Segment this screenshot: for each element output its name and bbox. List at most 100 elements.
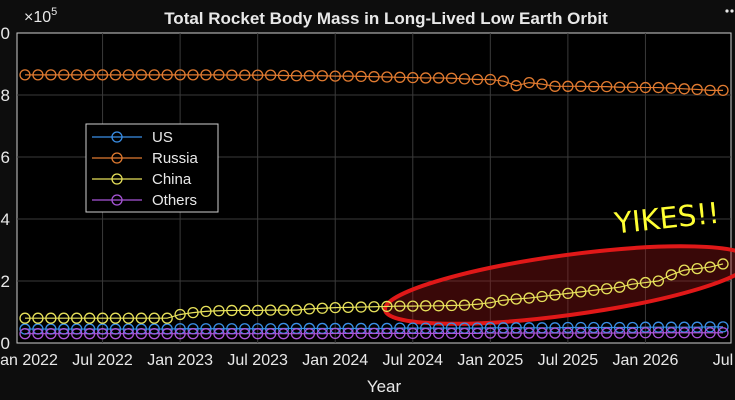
data-point [122, 312, 135, 324]
y-tick-label: 10 [0, 24, 10, 43]
x-tick-label: Jan 2025 [457, 352, 523, 369]
data-point [562, 327, 574, 339]
data-point [562, 287, 574, 300]
x-tick-label: Jan 2023 [147, 352, 213, 369]
data-point [174, 308, 186, 321]
data-point [471, 327, 484, 340]
chart-title: Total Rocket Body Mass in Long-Lived Low… [164, 9, 608, 28]
data-point [264, 304, 277, 316]
y-tick-label: 0 [1, 334, 10, 353]
data-point [213, 305, 225, 317]
legend-marker [111, 131, 123, 143]
data-point [717, 84, 729, 96]
legend-label: China [152, 171, 192, 188]
data-point [226, 304, 238, 317]
data-point [109, 69, 122, 81]
data-point [19, 69, 31, 81]
data-point [510, 327, 522, 339]
data-point [549, 80, 561, 92]
data-point [342, 301, 354, 314]
data-point [277, 304, 290, 316]
data-point [148, 69, 160, 81]
series-china [19, 258, 729, 324]
data-point [691, 83, 703, 96]
data-point [601, 283, 613, 295]
x-tick-label: Jan 2026 [613, 352, 679, 369]
series-russia [19, 69, 729, 96]
data-point [148, 328, 160, 340]
data-point [626, 81, 639, 93]
data-point [704, 321, 716, 333]
data-point [58, 328, 70, 340]
data-point [277, 328, 290, 340]
data-point [252, 69, 264, 81]
data-point [420, 300, 432, 312]
data-point [135, 69, 147, 81]
data-point [394, 327, 406, 340]
data-point [200, 328, 212, 340]
data-point [407, 327, 419, 340]
ellipsis-icon[interactable] [725, 9, 735, 13]
data-point [187, 328, 199, 340]
data-point [704, 261, 716, 273]
data-point [316, 70, 328, 82]
data-point [122, 69, 135, 81]
y-tick-label: 8 [1, 86, 10, 105]
y-exponent-label: ×105 [24, 6, 57, 26]
x-tick-labels: Jan 2022 Jul 2022 Jan 2023 Jul 2023 Jan 2024… [0, 352, 733, 369]
data-point [109, 328, 122, 340]
data-point [432, 300, 445, 312]
data-point [187, 69, 199, 81]
data-point [96, 69, 109, 81]
data-point [290, 328, 303, 340]
data-point [626, 278, 639, 290]
y-tick-label: 4 [1, 210, 10, 229]
x-tick-label: Jan 2024 [302, 352, 368, 369]
data-point [497, 294, 509, 306]
y-tick-label: 6 [1, 148, 10, 167]
data-point [665, 327, 677, 339]
data-point [717, 258, 729, 270]
series-layer [19, 69, 729, 340]
x-tick-label: Jul 2022 [72, 352, 133, 369]
data-point [303, 70, 316, 82]
data-point [549, 327, 561, 339]
data-point [96, 328, 109, 340]
y-tick-labels: 0 2 4 6 8 10 [0, 24, 10, 353]
data-point [161, 69, 173, 81]
legend-box [85, 123, 219, 213]
y-exponent-power: 5 [51, 6, 57, 18]
data-point [575, 327, 587, 339]
data-point [368, 71, 380, 83]
data-point [704, 84, 716, 96]
data-point [588, 80, 600, 93]
data-point [239, 328, 251, 340]
data-point [639, 276, 652, 289]
data-point [368, 301, 380, 313]
data-point [652, 81, 665, 94]
data-point [32, 328, 44, 340]
legend-label: Others [152, 192, 197, 209]
data-point [290, 70, 303, 82]
data-point [562, 80, 574, 92]
data-point [32, 69, 44, 81]
data-point [626, 327, 639, 339]
data-point [32, 312, 44, 324]
legend-item-others: Others [92, 192, 197, 209]
data-point [355, 70, 367, 83]
y-tick-label: 2 [1, 272, 10, 291]
data-point [432, 327, 445, 340]
data-point [161, 328, 173, 340]
data-point [497, 75, 509, 87]
data-point [71, 69, 83, 81]
data-point [652, 327, 665, 339]
data-point [458, 299, 471, 311]
data-point [510, 293, 522, 305]
data-point [394, 71, 406, 83]
legend-label: Russia [152, 150, 199, 167]
data-point [342, 327, 354, 340]
x-tick-label: Jan 2022 [0, 352, 58, 369]
data-point [717, 321, 729, 333]
data-point [484, 73, 496, 86]
data-point [420, 327, 432, 340]
